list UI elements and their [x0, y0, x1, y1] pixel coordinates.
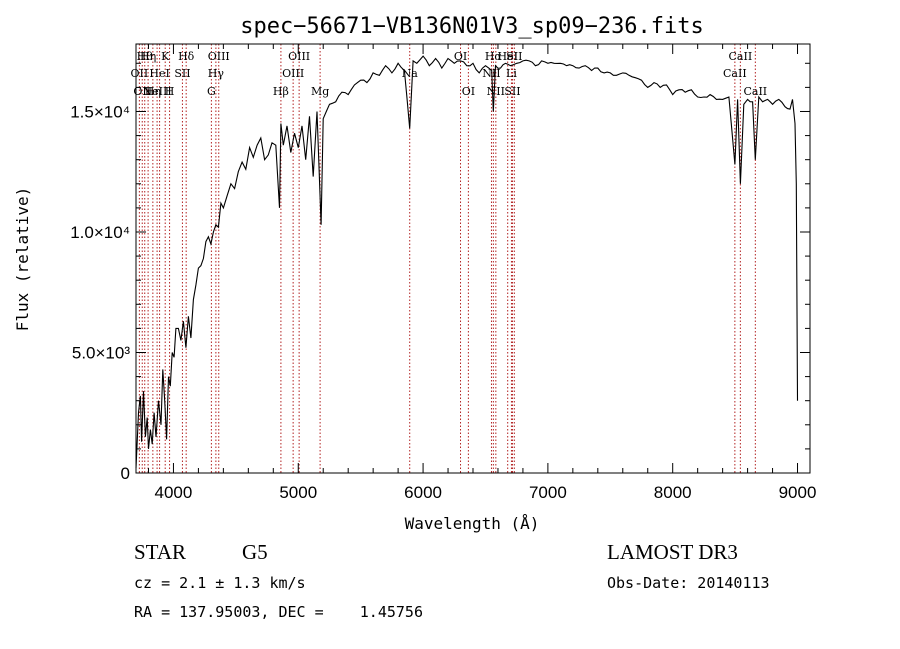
spectral-line-label: OI: [454, 50, 467, 63]
spectral-line-label: Hη: [140, 50, 156, 63]
spectral-line-label: Na: [402, 67, 419, 80]
spectral-line-label: SII: [174, 67, 190, 80]
spectral-line-label: Hα: [485, 50, 503, 63]
x-axis-label: Wavelength (Å): [405, 514, 540, 533]
flux-line: [135, 55, 799, 469]
x-tick-label: 4000: [155, 483, 193, 502]
redshift-info: cz = 2.1 ± 1.3 km/s: [134, 574, 306, 592]
x-tick-label: 9000: [779, 483, 817, 502]
spectral-line-markers: [138, 44, 756, 473]
survey-name: LAMOST DR3: [607, 540, 738, 564]
spectral-line-label: Hβ: [273, 85, 289, 98]
x-tick-label: 5000: [279, 483, 317, 502]
y-axis: 0 5.0×10³ 1.0×10⁴ 1.5×10⁴: [70, 62, 810, 483]
spectral-line-label: Hθ: [137, 50, 154, 63]
spectral-line-label: CaII: [743, 85, 767, 98]
spectral-line-label: H: [165, 85, 175, 98]
spectral-line-label: K: [161, 50, 170, 63]
spectral-line-label: OI: [462, 85, 475, 98]
spectral-line-label: CaII: [723, 67, 747, 80]
spectral-line-label: Hη: [145, 85, 161, 98]
spectral-line-label: Hγ: [208, 67, 225, 80]
coordinates: RA = 137.95003, DEC = 1.45756: [134, 603, 423, 621]
object-subclass: G5: [242, 540, 268, 564]
spectral-line-label: OII: [133, 85, 151, 98]
spectral-line-label: CaII: [729, 50, 753, 63]
x-axis: 4000 5000 6000 7000 8000 9000: [147, 44, 817, 502]
spectral-line-label: SII: [504, 85, 520, 98]
y-tick-label: 5.0×10³: [72, 343, 130, 362]
spectral-line-label: HeI: [497, 50, 517, 63]
spectral-line-label: Li: [506, 67, 517, 80]
x-tick-label: 7000: [529, 483, 567, 502]
y-axis-label: Flux (relative): [13, 187, 32, 332]
spectral-line-labels: OIIOIIHθHηHηNeIIIHeIKHSIIHδGHγOIIIHβOIII…: [131, 50, 768, 98]
spectral-line-label: NeIII: [143, 85, 172, 98]
chart-title: spec−56671−VB136N01V3_sp09−236.fits: [240, 14, 704, 39]
spectral-line-label: SII: [506, 50, 522, 63]
spectral-line-label: Hδ: [178, 50, 195, 63]
observation-date: Obs-Date: 20140113: [607, 574, 770, 592]
spectral-line-label: OIII: [288, 50, 310, 63]
y-tick-label: 1.0×10⁴: [70, 223, 130, 242]
spectral-line-label: Mg: [311, 85, 329, 98]
spectral-line-label: NII: [487, 85, 505, 98]
plot-frame: [135, 43, 811, 474]
spectral-line-label: OII: [131, 67, 149, 80]
spectral-line-label: HeI: [149, 67, 169, 80]
x-tick-label: 8000: [654, 483, 692, 502]
spectral-line-label: OIII: [208, 50, 230, 63]
object-class: STAR: [134, 540, 186, 564]
y-tick-label: 0: [121, 464, 130, 483]
spectral-line-label: G: [207, 85, 216, 98]
spectral-line-label: OIII: [282, 67, 304, 80]
y-tick-label: 1.5×10⁴: [70, 102, 130, 121]
x-tick-label: 6000: [404, 483, 442, 502]
flux-series: [135, 55, 799, 469]
